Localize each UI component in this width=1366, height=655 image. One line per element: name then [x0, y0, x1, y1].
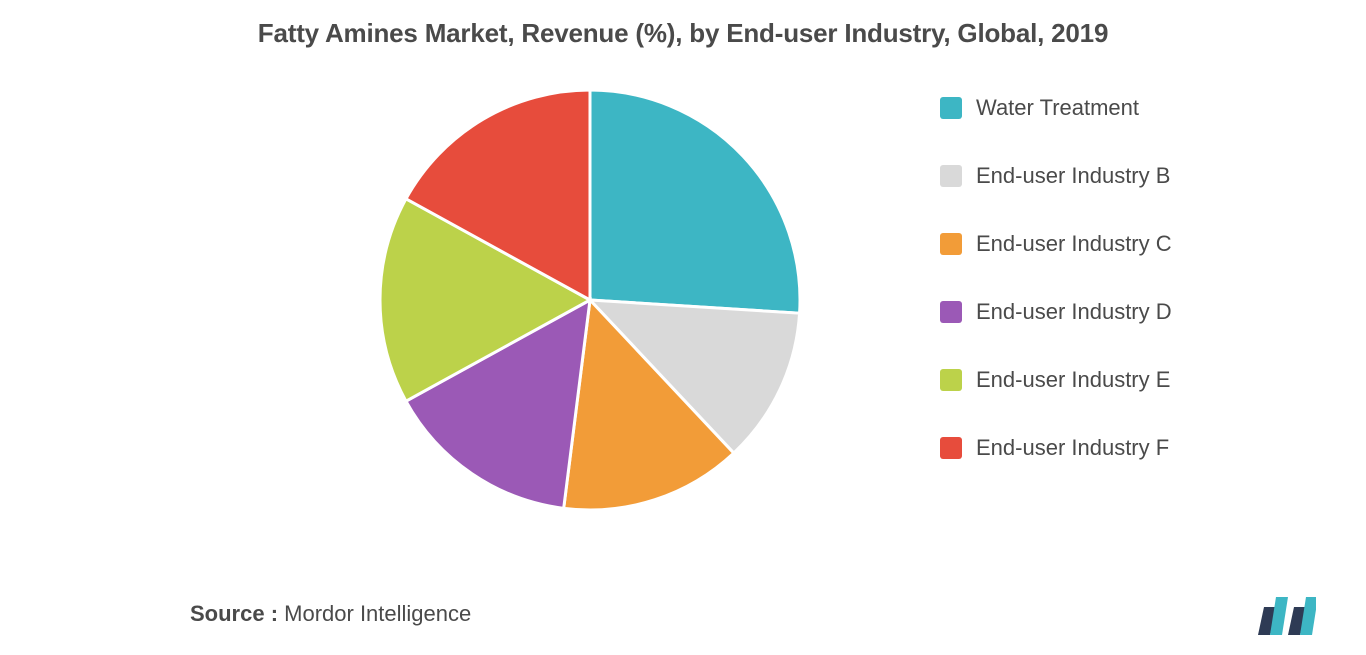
legend-item: End-user Industry C — [940, 231, 1172, 257]
legend-item: Water Treatment — [940, 95, 1172, 121]
legend-swatch — [940, 233, 962, 255]
legend-swatch — [940, 165, 962, 187]
legend-label: End-user Industry C — [976, 231, 1172, 257]
source-label: Source : — [190, 601, 278, 626]
pie-chart — [380, 90, 800, 510]
chart-title: Fatty Amines Market, Revenue (%), by End… — [0, 18, 1366, 49]
legend-item: End-user Industry D — [940, 299, 1172, 325]
legend-item: End-user Industry E — [940, 367, 1172, 393]
source-line: Source : Mordor Intelligence — [190, 601, 471, 627]
legend-item: End-user Industry B — [940, 163, 1172, 189]
legend-label: End-user Industry E — [976, 367, 1170, 393]
source-text: Mordor Intelligence — [278, 601, 471, 626]
legend-swatch — [940, 369, 962, 391]
legend-swatch — [940, 301, 962, 323]
legend-label: End-user Industry D — [976, 299, 1172, 325]
legend: Water Treatment End-user Industry B End-us… — [940, 95, 1172, 461]
legend-swatch — [940, 437, 962, 459]
pie-slice — [590, 90, 800, 313]
legend-label: End-user Industry B — [976, 163, 1170, 189]
legend-item: End-user Industry F — [940, 435, 1172, 461]
legend-swatch — [940, 97, 962, 119]
brand-logo — [1258, 595, 1316, 635]
legend-label: End-user Industry F — [976, 435, 1169, 461]
legend-label: Water Treatment — [976, 95, 1139, 121]
